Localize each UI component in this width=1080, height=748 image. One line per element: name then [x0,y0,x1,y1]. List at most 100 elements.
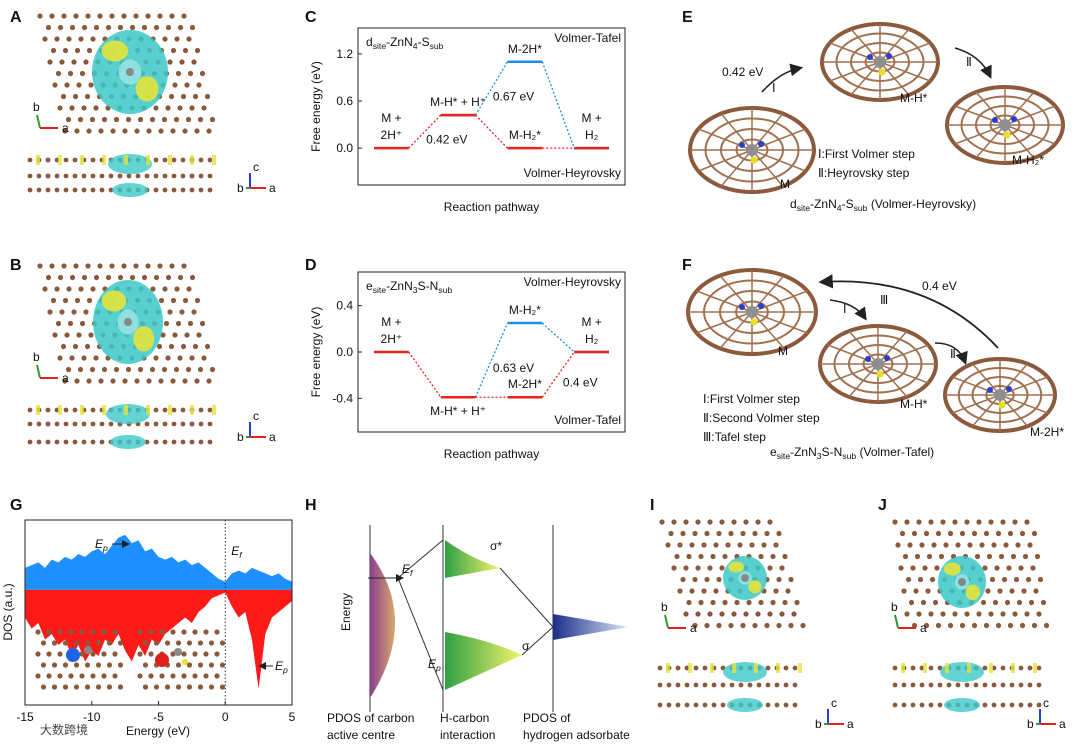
axis-arrow [894,614,899,629]
pdos-hydrogen [553,614,628,640]
carbon-cage [877,330,908,365]
axis-letter: b [1027,717,1034,731]
atom [675,702,681,708]
atom [63,407,69,413]
atom [142,662,149,668]
label-part: S-N [822,445,843,459]
atom [47,309,53,315]
charge-density [748,580,762,594]
atom [71,59,77,65]
step-label: Ⅰ [843,302,847,316]
charge-density [940,662,984,682]
atom [971,530,978,537]
atom [74,128,80,134]
atom [99,187,105,193]
atom [692,622,698,629]
atom [42,286,48,292]
atom [1036,702,1042,708]
barrier-label: 0.67 eV [493,89,534,103]
atom [720,702,726,708]
atom [62,297,69,304]
atom [182,128,188,134]
carbon-cage [696,311,753,334]
atom [711,682,717,688]
atom [791,611,797,617]
atom [180,421,186,427]
atom [86,128,92,134]
charge-density [923,663,927,673]
atom [51,662,58,668]
atom [77,366,84,373]
atom [167,309,173,315]
state-label: 2H⁺ [381,128,403,142]
atom [204,343,211,350]
atom [207,157,213,163]
y-tick-label: 0.6 [336,94,353,108]
atom [761,542,767,548]
atom [164,640,171,646]
atom [142,684,149,690]
atom [198,157,204,163]
atom [168,93,175,100]
atom [203,673,209,679]
label-part: E [95,537,104,551]
atom [728,530,734,537]
atom [728,622,734,629]
atom [928,702,934,708]
atom [746,306,758,318]
atom [695,611,701,617]
atom [716,622,722,629]
atom [141,24,148,31]
atom [81,421,87,427]
label-part: E [402,562,411,576]
atom [47,59,53,65]
atom [162,157,168,163]
atom [108,187,114,193]
atom [73,684,80,690]
carbon-cage [719,311,753,349]
atom [57,274,64,281]
atom [919,542,925,548]
atom [90,421,96,427]
atom [68,673,74,679]
atom [73,640,80,646]
atom [991,682,997,688]
atom [776,530,782,537]
label-part: E [275,659,284,673]
atom [719,519,725,525]
carbon-cage [850,61,881,96]
atom [174,648,182,656]
y-tick-label: -0.4 [332,391,353,405]
atom [57,105,63,111]
caption: interaction [440,728,495,742]
step-label: Ⅱ [950,347,956,361]
atom [908,599,915,606]
atom [988,611,994,617]
atom [158,128,164,134]
carbon-cage [971,394,1001,427]
atom [153,407,159,413]
carbon-cage [954,124,1006,145]
atom [189,355,195,361]
atom [173,366,180,373]
axis-letter: b [237,430,244,444]
atom [144,439,150,445]
atom [108,421,114,427]
atom [907,542,913,548]
atom [63,187,69,193]
atom [932,599,939,606]
atom [81,355,87,361]
atom [90,407,96,413]
atom [54,439,60,445]
carbon-cage [975,124,1006,159]
atom [1000,611,1006,617]
carbon-cage [719,275,753,313]
atom [160,332,166,338]
dos-area [25,589,292,690]
atom [88,82,94,88]
atom [27,187,33,193]
caption: PDOS of carbon [327,711,414,725]
atom [90,36,96,42]
atom [37,13,43,19]
plot-frame [357,27,626,186]
